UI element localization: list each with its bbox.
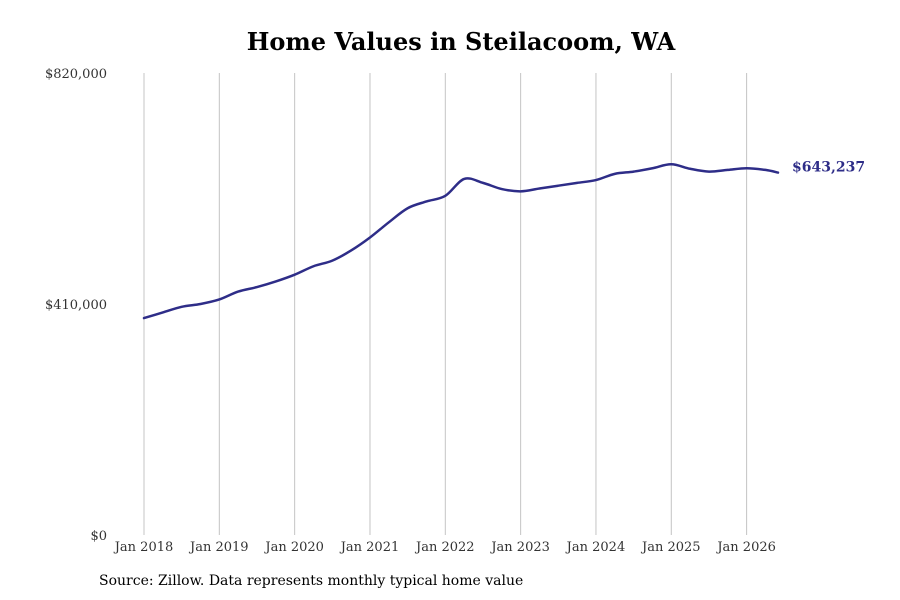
end-value-label: $643,237 — [792, 160, 865, 176]
x-tick-label: Jan 2022 — [414, 540, 475, 555]
x-tick-label: Jan 2023 — [489, 540, 550, 555]
chart-title: Home Values in Steilacoom, WA — [246, 27, 676, 56]
x-tick-label: Jan 2018 — [113, 540, 174, 555]
y-tick-label: $820,000 — [45, 67, 107, 82]
x-tick-label: Jan 2019 — [188, 540, 249, 555]
x-tick-label: Jan 2020 — [263, 540, 324, 555]
x-axis-labels: Jan 2018 Jan 2019 Jan 2020 Jan 2021 Jan 2022… — [113, 540, 776, 555]
x-tick-label: Jan 2024 — [565, 540, 626, 555]
series-layer: $643,237 — [142, 160, 865, 320]
gridlines — [143, 73, 748, 535]
y-tick-label: $0 — [90, 529, 107, 544]
source-note: Source: Zillow. Data represents monthly … — [99, 573, 524, 589]
x-tick-label: Jan 2021 — [339, 540, 400, 555]
y-tick-label: $410,000 — [45, 298, 107, 313]
x-tick-label: Jan 2026 — [715, 540, 776, 555]
y-axis-labels: $0 $410,000 $820,000 — [45, 67, 107, 544]
series-line — [142, 163, 780, 320]
x-tick-label: Jan 2025 — [640, 540, 701, 555]
